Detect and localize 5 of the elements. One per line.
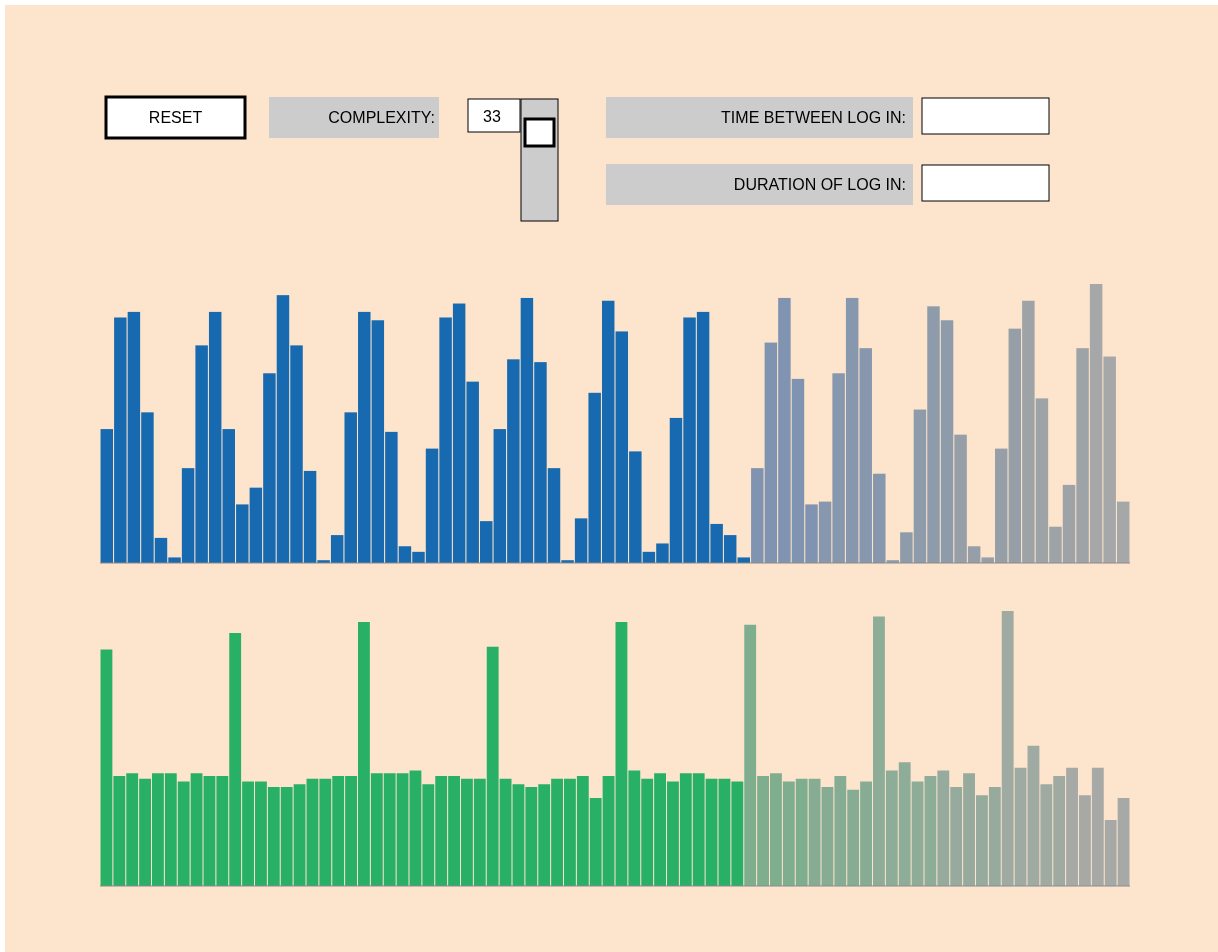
text: RESET bbox=[148, 109, 203, 126]
text: DURATION OF LOG IN: bbox=[733, 176, 906, 193]
text: 33 bbox=[483, 108, 501, 125]
text: TIME BETWEEN LOG IN: bbox=[721, 109, 906, 126]
text: COMPLEXITY: bbox=[328, 109, 435, 126]
